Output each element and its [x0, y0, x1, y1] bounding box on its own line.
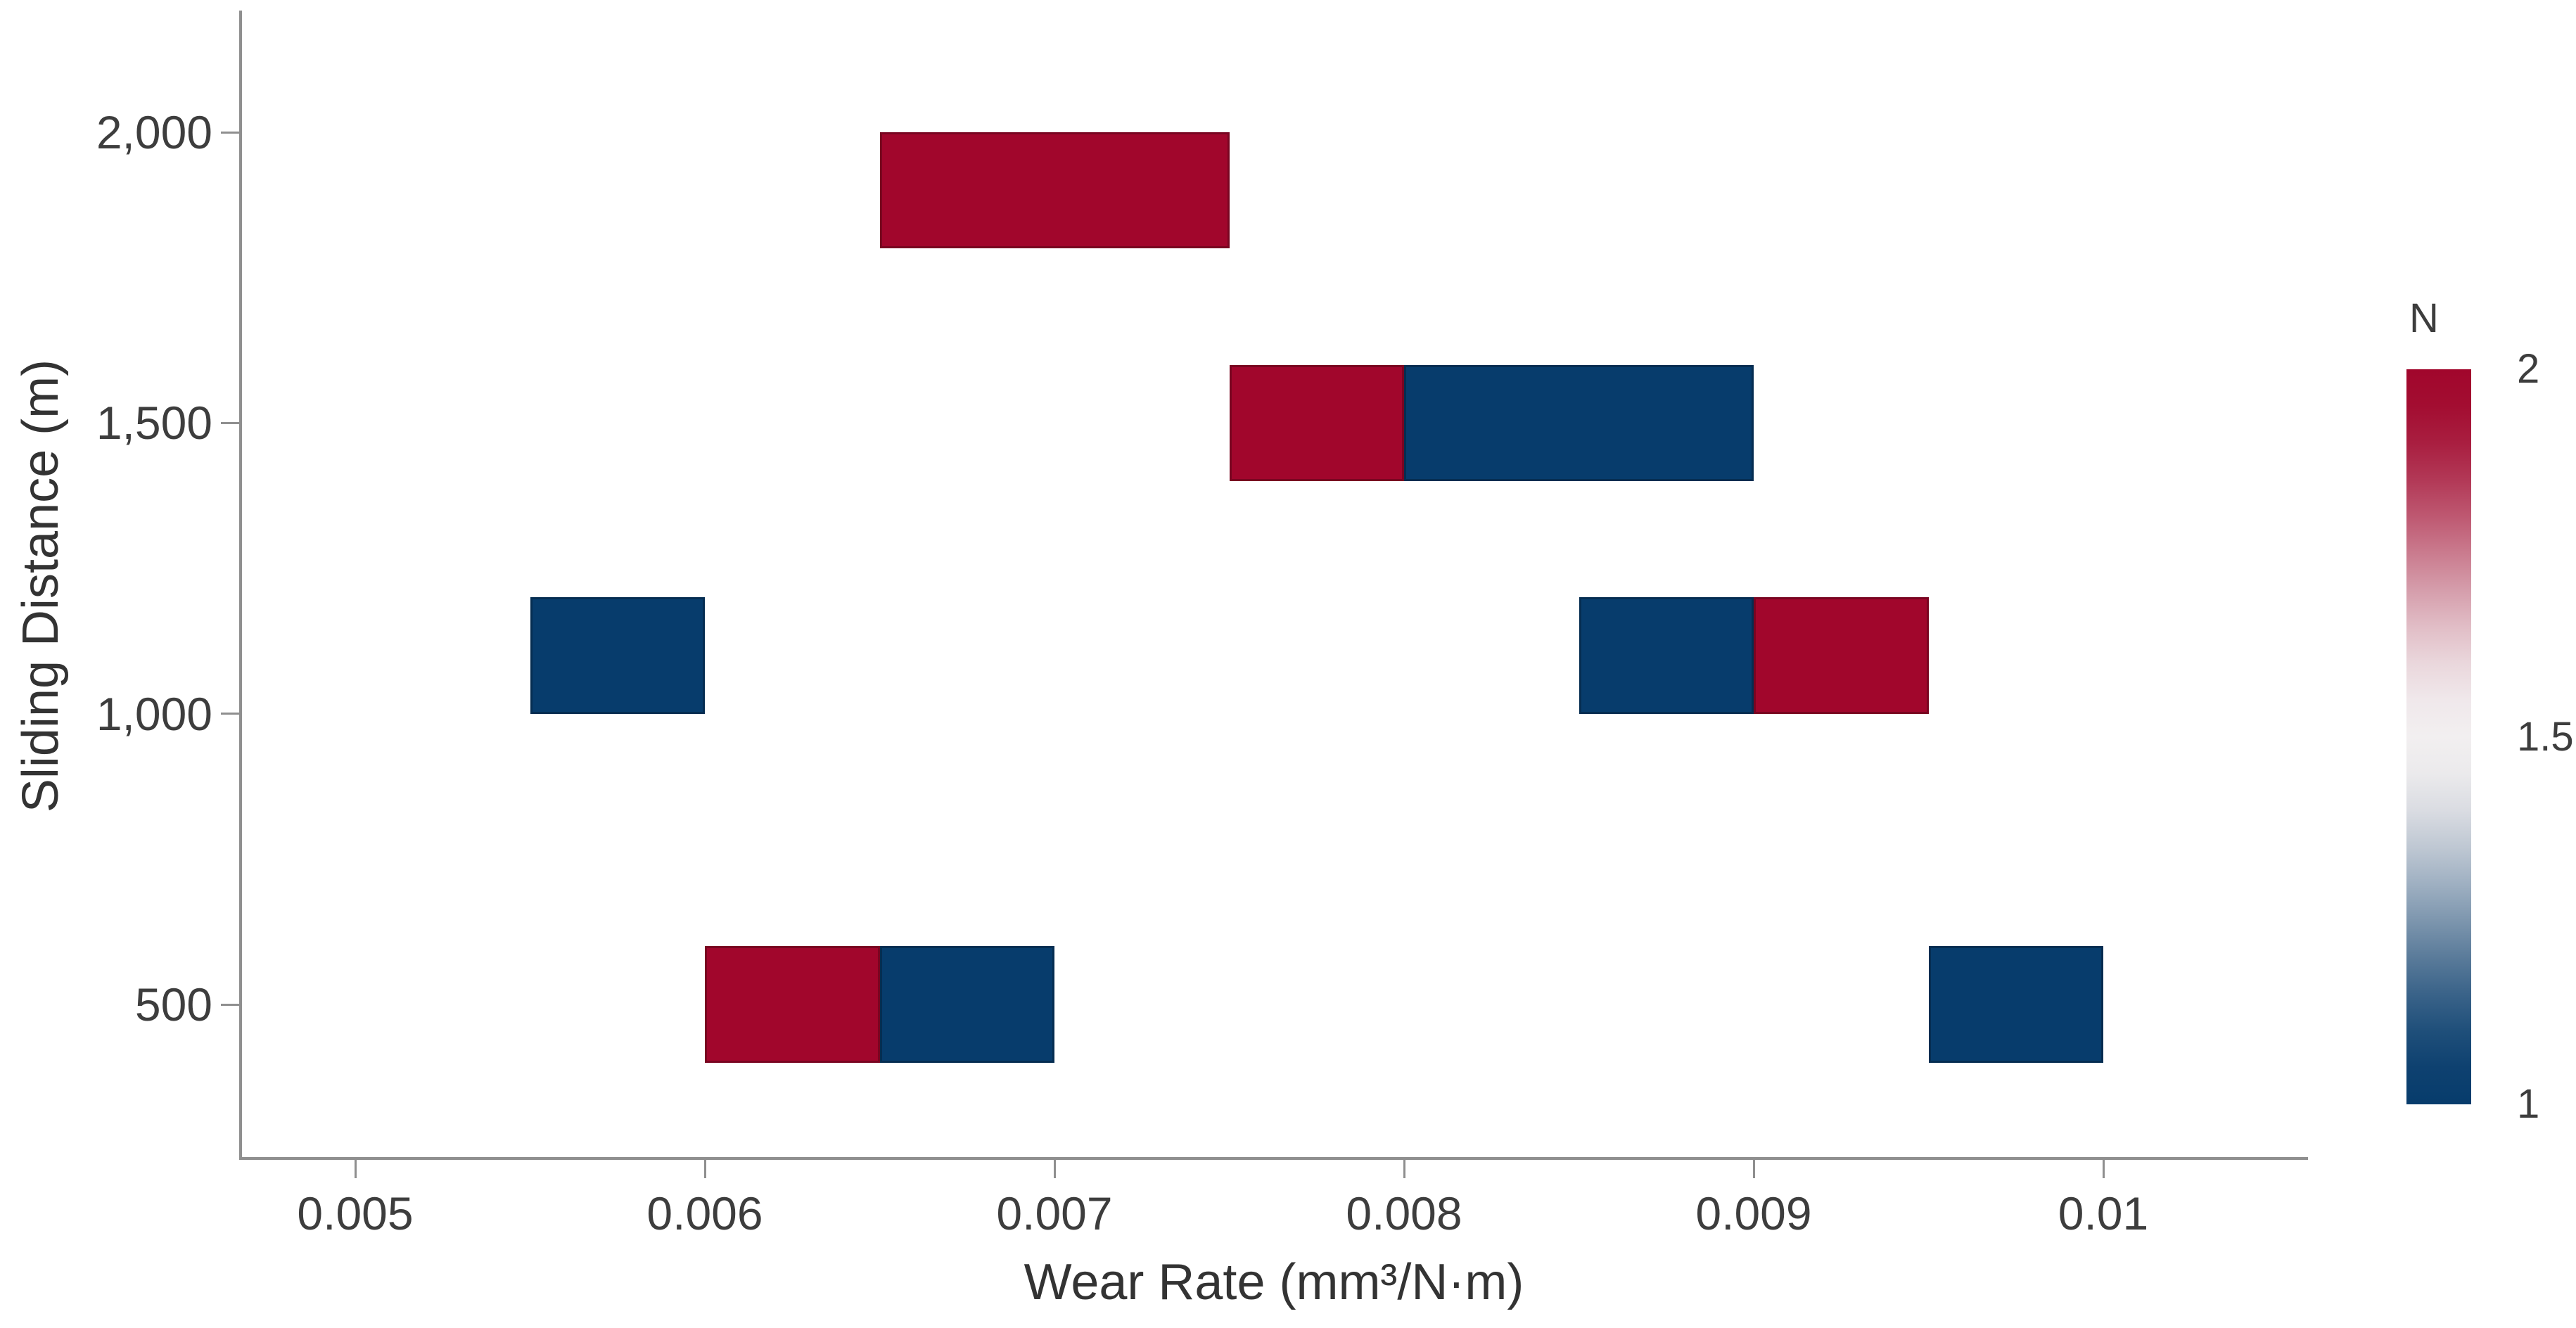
heatmap-cell[interactable]	[879, 946, 1054, 1063]
y-tick-label: 500	[134, 978, 212, 1030]
legend-tick-label: 2	[2517, 346, 2540, 392]
x-tick-mark	[1403, 1160, 1405, 1178]
x-tick-mark	[354, 1160, 357, 1178]
legend-tick-label: 1.5	[2517, 713, 2574, 760]
y-tick-label: 2,000	[96, 106, 212, 158]
y-tick-label: 1,500	[96, 397, 212, 449]
heatmap-cell[interactable]	[1754, 597, 1929, 714]
y-tick-mark	[221, 1003, 241, 1006]
x-axis-line	[239, 1157, 2308, 1160]
legend-title: N	[2409, 295, 2439, 341]
legend-gradient-bar	[2406, 369, 2471, 1104]
heatmap-cell[interactable]	[705, 946, 880, 1063]
x-tick-mark	[1053, 1160, 1056, 1178]
y-axis-title: Sliding Distance (m)	[13, 359, 69, 813]
x-tick-mark	[1752, 1160, 1755, 1178]
heatmap-cell[interactable]	[1928, 946, 2103, 1063]
x-tick-label: 0.006	[646, 1187, 763, 1239]
x-tick-mark	[703, 1160, 706, 1178]
y-tick-mark	[221, 131, 241, 134]
heatmap-cell[interactable]	[879, 132, 1230, 249]
legend-tick-label: 1	[2517, 1081, 2540, 1127]
x-tick-label: 0.005	[297, 1187, 414, 1239]
heatmap-cell[interactable]	[1579, 597, 1754, 714]
x-tick-label: 0.007	[996, 1187, 1113, 1239]
heatmap-cell[interactable]	[1229, 364, 1404, 481]
y-axis-line	[239, 11, 242, 1160]
y-tick-label: 1,000	[96, 687, 212, 740]
x-axis-title: Wear Rate (mm³/N·m)	[1024, 1254, 1524, 1310]
x-tick-label: 0.008	[1346, 1187, 1462, 1239]
y-tick-mark	[221, 713, 241, 715]
y-tick-mark	[221, 421, 241, 424]
heatmap-cell[interactable]	[1404, 364, 1754, 481]
x-tick-label: 0.01	[2058, 1187, 2149, 1239]
x-tick-label: 0.009	[1695, 1187, 1812, 1239]
heatmap-cell[interactable]	[530, 597, 705, 714]
x-tick-mark	[2102, 1160, 2105, 1178]
